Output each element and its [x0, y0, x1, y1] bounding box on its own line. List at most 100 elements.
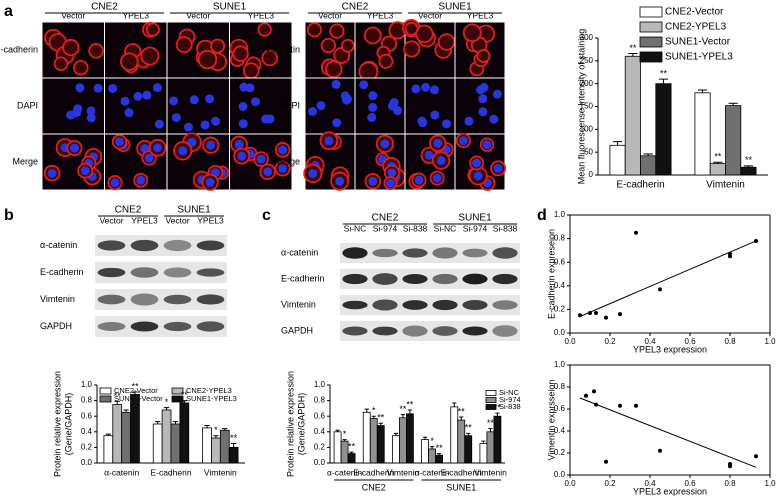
x-tick-label: E-cadherin — [441, 467, 482, 477]
y-tick-label: 0.0 — [554, 328, 566, 337]
group-label: CNE2 — [115, 205, 142, 216]
nucleus — [278, 163, 288, 173]
nucleus — [66, 110, 76, 120]
error-bar — [105, 433, 112, 436]
error-bar — [349, 451, 354, 454]
error-bar — [172, 421, 179, 424]
y-tick-label: 0.6 — [554, 257, 566, 266]
blot-band — [130, 321, 159, 332]
blot-band — [462, 300, 488, 310]
nucleus — [482, 140, 492, 150]
y-axis-label: (Gene/GAPDH) — [63, 393, 73, 456]
legend-swatch — [639, 6, 663, 18]
nucleus — [478, 107, 488, 117]
blot-band — [196, 294, 225, 305]
nucleus — [316, 101, 326, 111]
bar — [464, 435, 473, 464]
nucleus — [332, 118, 342, 128]
x-tick-label: 1.0 — [764, 337, 776, 346]
error-bar — [213, 435, 219, 439]
nucleus — [205, 177, 215, 187]
bar — [103, 435, 114, 464]
blot-band — [462, 248, 488, 258]
nucleus — [75, 83, 85, 93]
row-label: Merge — [274, 156, 300, 166]
x-tick-label: α-catenin — [415, 467, 450, 477]
nucleus — [189, 95, 199, 105]
nucleus — [73, 104, 83, 114]
x-tick-label: 0.0 — [564, 337, 576, 346]
bar — [435, 454, 443, 464]
nucleus — [256, 154, 266, 164]
x-tick-label: α-catenin — [104, 467, 139, 477]
x-axis-label: YPEL3 expression — [633, 344, 707, 354]
column-label: YPEL3 — [131, 215, 158, 225]
error-bar — [713, 161, 723, 164]
y-tick-label: 0.8 — [554, 234, 566, 243]
blot-band — [492, 300, 518, 310]
x-tick-label: 0.8 — [724, 479, 736, 488]
bar — [170, 423, 181, 464]
blot-band — [402, 248, 428, 258]
nucleus — [436, 156, 446, 166]
error-bar — [393, 432, 399, 436]
y-axis-label: (Gene/GAPDH) — [296, 393, 306, 456]
nucleus — [393, 106, 403, 116]
nucleus — [493, 163, 503, 173]
error-bar — [132, 391, 138, 395]
legend-swatch — [485, 404, 497, 410]
legend-label: SUNE1-YPEL3 — [186, 394, 237, 403]
nucleus — [424, 150, 434, 160]
bar — [211, 437, 221, 464]
nucleus — [234, 139, 244, 149]
column-label: Vector — [61, 10, 85, 20]
cell-stain — [306, 22, 322, 38]
error-bar — [204, 425, 210, 428]
legend-label: Si-NC — [499, 388, 520, 397]
cell-stain — [197, 49, 218, 70]
nucleus — [387, 168, 397, 178]
blot-strip — [340, 243, 520, 263]
error-bar — [335, 429, 340, 432]
column-label: Vector — [418, 10, 442, 20]
y-tick-label: 0.6 — [81, 411, 93, 420]
legend-label: CNE2-Vector — [665, 7, 724, 18]
nucleus — [206, 140, 216, 150]
significance: * — [343, 429, 347, 439]
row-label: Merge — [12, 156, 38, 166]
blot-strip — [95, 262, 227, 283]
error-bar — [123, 409, 129, 413]
nucleus — [335, 176, 345, 186]
error-bar — [422, 436, 428, 440]
y-tick-label: 1.0 — [314, 380, 326, 389]
blot-band — [163, 321, 192, 332]
significance: ** — [399, 404, 407, 414]
legend-label: SUNE1-YPEL3 — [665, 52, 733, 63]
nucleus — [69, 143, 79, 153]
blot-strip — [340, 321, 520, 341]
nucleus — [251, 97, 261, 107]
cell-stain — [210, 38, 226, 54]
row-label: DAPI — [17, 100, 38, 110]
error-bar — [628, 53, 638, 57]
y-tick-label: 0.2 — [81, 443, 93, 452]
group-label: SUNE1 — [446, 482, 476, 492]
cell-stain — [340, 38, 355, 53]
x-tick-label: 0.4 — [644, 337, 656, 346]
nucleus — [489, 114, 499, 124]
blot-band — [492, 273, 518, 285]
legend-swatch — [485, 390, 497, 396]
point — [578, 313, 582, 318]
x-tick-label: E-cadherin — [353, 467, 394, 477]
group-label: CNE2 — [342, 2, 369, 13]
nucleus — [380, 139, 390, 149]
y-tick-label: 0.0 — [81, 458, 93, 467]
bar — [428, 448, 436, 464]
bar — [130, 393, 140, 464]
bar — [479, 443, 488, 464]
cell-stain — [242, 62, 260, 80]
point — [592, 389, 596, 394]
y-tick-label: 250 — [580, 56, 594, 65]
cell-stain — [325, 60, 343, 79]
